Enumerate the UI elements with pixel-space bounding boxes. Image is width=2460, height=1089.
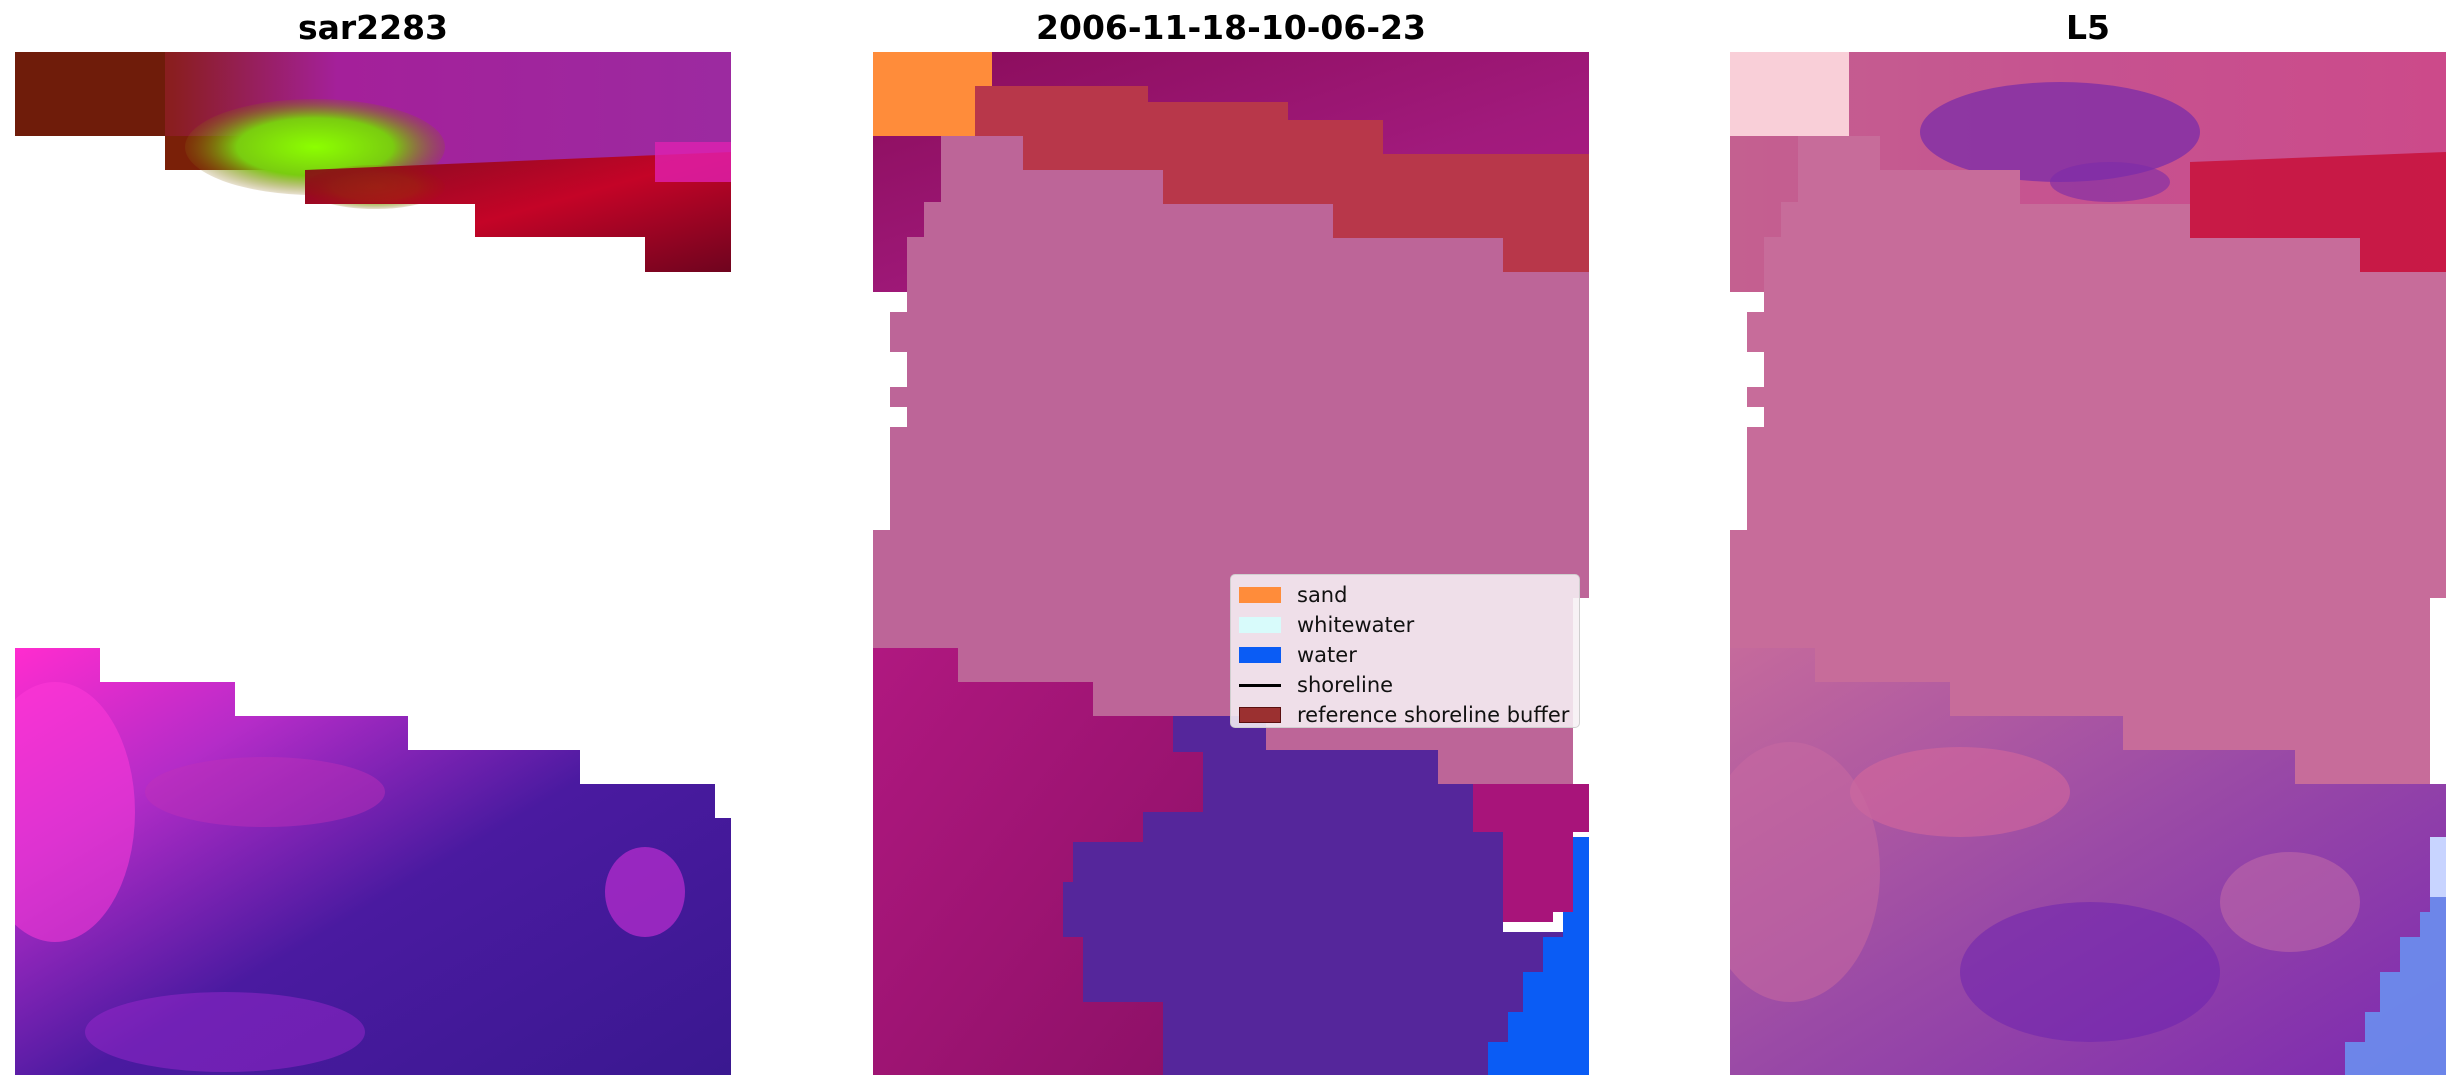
- legend-item-sand: sand: [1239, 581, 1347, 609]
- panel-title-l5: L5: [2066, 8, 2110, 47]
- l5-left-pink: [1730, 742, 1880, 1002]
- l5-pink-right: [2220, 852, 2360, 952]
- panel-title-classification: 2006-11-18-10-06-23: [1036, 8, 1426, 47]
- legend-item-shoreline: shoreline: [1239, 671, 1393, 699]
- l5-red-band: [2190, 152, 2446, 272]
- sar-red-band: [305, 152, 731, 272]
- l5-pale-corner: [1730, 52, 1849, 136]
- l5-image-panel: [1730, 52, 2446, 1075]
- whitewater-swatch: [1239, 617, 1281, 633]
- class-violet-region: [1063, 716, 1573, 1075]
- sar-image-panel: [15, 52, 731, 1075]
- l5-purple-patch-2: [2050, 162, 2170, 202]
- legend-label-water: water: [1297, 643, 1357, 667]
- class-sand-patch-2: [975, 52, 992, 86]
- reference-shoreline-buffer: [975, 86, 1589, 272]
- classification-panel: [873, 52, 1589, 1075]
- legend-label-shoreline: shoreline: [1297, 673, 1394, 697]
- sar-lower-purple: [85, 992, 365, 1072]
- class-right-magenta: [1473, 784, 1589, 922]
- classification-image: [873, 52, 1589, 1075]
- l5-purple-patch: [1920, 82, 2200, 182]
- l5-image: [1730, 52, 2446, 1075]
- sar-image: [15, 52, 731, 1075]
- l5-purple-blob: [1960, 902, 2220, 1042]
- legend-item-buffer: reference shoreline buffer: [1239, 701, 1569, 729]
- sar-magenta-blob: [605, 847, 685, 937]
- l5-light-blue-edge: [2430, 837, 2446, 897]
- l5-pink-blob: [1850, 747, 2070, 837]
- shoreline-line-icon: [1239, 683, 1281, 687]
- water-swatch: [1239, 647, 1281, 663]
- sar-brown-corner: [15, 52, 165, 136]
- sar-hotpink-blob: [15, 682, 135, 942]
- l5-pink-overlay: [1730, 136, 2446, 818]
- legend: sand whitewater water shoreline referenc…: [1230, 574, 1580, 728]
- sar-bottom-region: [15, 648, 731, 1075]
- sar-magenta-band: [145, 757, 385, 827]
- sar-pink-edge: [655, 142, 731, 182]
- class-water: [1488, 837, 1589, 1075]
- l5-blue-edge: [2345, 837, 2446, 1075]
- legend-item-whitewater: whitewater: [1239, 611, 1414, 639]
- legend-label-sand: sand: [1297, 583, 1348, 607]
- panel-title-sar: sar2283: [297, 8, 449, 47]
- sand-swatch: [1239, 587, 1281, 603]
- class-sand-patch: [873, 52, 975, 136]
- legend-label-whitewater: whitewater: [1297, 613, 1415, 637]
- legend-item-water: water: [1239, 641, 1357, 669]
- class-bottom-magenta: [873, 648, 1203, 1075]
- legend-label-buffer: reference shoreline buffer: [1297, 703, 1570, 727]
- buffer-swatch: [1239, 707, 1281, 723]
